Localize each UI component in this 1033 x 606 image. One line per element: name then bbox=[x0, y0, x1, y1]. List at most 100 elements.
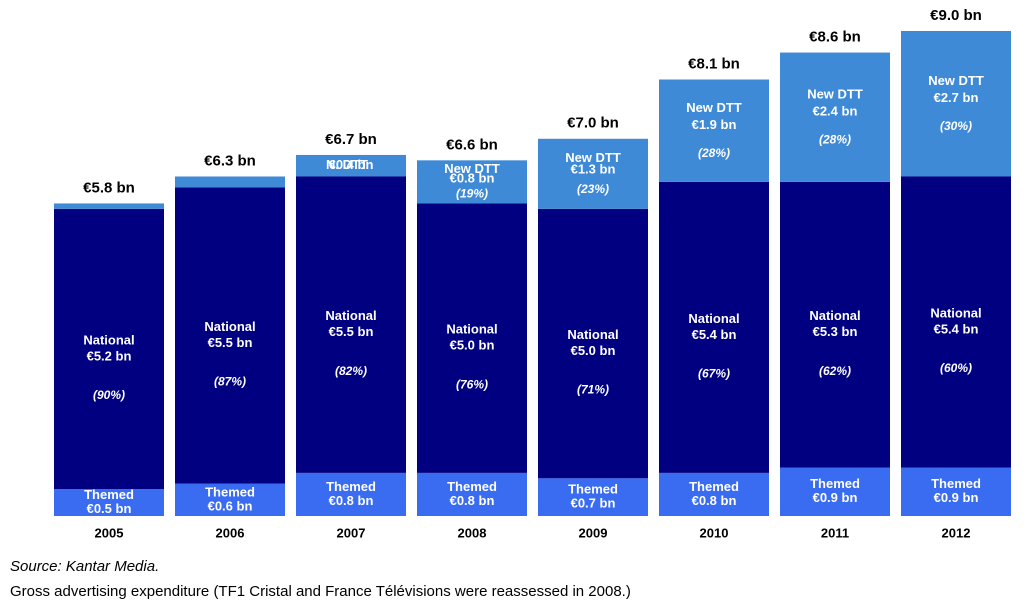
segment-name: Themed bbox=[326, 479, 376, 494]
value-label: €5.5 bn bbox=[208, 335, 253, 350]
bar-segment bbox=[659, 79, 769, 182]
total-label: €6.6 bn bbox=[446, 136, 498, 153]
x-tick-label: 2011 bbox=[821, 525, 849, 540]
bar-segment bbox=[901, 176, 1011, 468]
share-label: (30%) bbox=[940, 119, 972, 133]
segment-name: Themed bbox=[810, 476, 860, 491]
value-label: €2.4 bn bbox=[813, 104, 858, 119]
share-label: (76%) bbox=[456, 377, 488, 391]
bar-segment bbox=[780, 181, 890, 468]
share-label: (67%) bbox=[698, 367, 730, 381]
segment-name: New DTT bbox=[565, 150, 621, 165]
x-tick-label: 2008 bbox=[458, 525, 487, 540]
segment-name: National bbox=[930, 305, 981, 320]
bar-segment bbox=[417, 472, 527, 516]
segment-name: New DTT bbox=[928, 73, 984, 88]
footnote: Gross advertising expenditure (TF1 Crist… bbox=[10, 583, 631, 600]
value-label: €0.5 bn bbox=[87, 501, 132, 516]
share-label: (82%) bbox=[335, 364, 367, 378]
segment-name: National bbox=[204, 319, 255, 334]
x-tick-label: 2005 bbox=[95, 525, 124, 540]
total-label: €7.0 bn bbox=[567, 115, 619, 132]
value-label: €0.7 bn bbox=[571, 496, 616, 511]
value-label: €5.4 bn bbox=[934, 321, 979, 336]
bar-segment bbox=[901, 31, 1011, 177]
share-label: (71%) bbox=[577, 383, 609, 397]
bar-segment bbox=[659, 181, 769, 473]
value-label: €0.8 bn bbox=[450, 171, 495, 186]
total-label: €6.7 bn bbox=[325, 131, 377, 148]
value-label: €2.7 bn bbox=[934, 90, 979, 105]
segment-name: National bbox=[567, 327, 618, 342]
value-label: €5.5 bn bbox=[329, 324, 374, 339]
x-tick-label: 2010 bbox=[700, 525, 729, 540]
value-label: €0.4 bn bbox=[329, 157, 374, 172]
value-label: €5.3 bn bbox=[813, 324, 858, 339]
share-label: (60%) bbox=[940, 361, 972, 375]
share-label: (19%) bbox=[456, 187, 488, 201]
segment-name: National bbox=[83, 332, 134, 347]
value-label: €1.9 bn bbox=[692, 117, 737, 132]
segment-name: N. DTT bbox=[326, 157, 368, 172]
value-label: €0.9 bn bbox=[813, 490, 858, 505]
x-tick-label: 2007 bbox=[337, 525, 366, 540]
segment-name: New DTT bbox=[444, 161, 500, 176]
bar-segment bbox=[54, 208, 164, 490]
bar-segment bbox=[780, 467, 890, 516]
share-label: (62%) bbox=[819, 364, 851, 378]
value-label: €5.4 bn bbox=[692, 327, 737, 342]
share-label: (87%) bbox=[214, 375, 246, 389]
segment-name: National bbox=[446, 322, 497, 337]
value-label: €0.6 bn bbox=[208, 498, 253, 513]
value-label: €0.8 bn bbox=[692, 493, 737, 508]
total-label: €9.0 bn bbox=[930, 7, 982, 24]
bar-segment bbox=[538, 138, 648, 209]
bar-segment bbox=[175, 187, 285, 484]
share-label: (28%) bbox=[698, 146, 730, 160]
value-label: €1.3 bn bbox=[571, 162, 616, 177]
segment-name: Themed bbox=[84, 487, 134, 502]
value-label: €0.8 bn bbox=[450, 493, 495, 508]
segment-name: New DTT bbox=[807, 87, 863, 102]
share-label: (23%) bbox=[577, 182, 609, 196]
source-note: Source: Kantar Media. bbox=[10, 558, 159, 575]
value-label: €5.2 bn bbox=[87, 348, 132, 363]
segment-name: New DTT bbox=[686, 100, 742, 115]
x-tick-label: 2009 bbox=[579, 525, 608, 540]
segment-name: National bbox=[688, 311, 739, 326]
share-label: (90%) bbox=[93, 388, 125, 402]
total-label: €8.1 bn bbox=[688, 55, 740, 72]
segment-name: Themed bbox=[447, 479, 497, 494]
bar-segment bbox=[780, 52, 890, 182]
segment-name: Themed bbox=[568, 482, 618, 497]
total-label: €6.3 bn bbox=[204, 152, 256, 169]
segment-name: Themed bbox=[931, 476, 981, 491]
bar-segment bbox=[901, 467, 1011, 516]
bar-segment bbox=[417, 160, 527, 204]
segment-name: Themed bbox=[689, 479, 739, 494]
bar-segment bbox=[296, 154, 406, 177]
bar-segment bbox=[538, 208, 648, 479]
x-tick-label: 2006 bbox=[216, 525, 245, 540]
share-label: (28%) bbox=[819, 132, 851, 146]
value-label: €5.0 bn bbox=[450, 338, 495, 353]
x-tick-label: 2012 bbox=[942, 525, 971, 540]
bar-segment bbox=[659, 472, 769, 516]
bar-segment bbox=[538, 478, 648, 516]
bar-segment bbox=[54, 203, 164, 209]
total-label: €8.6 bn bbox=[809, 29, 861, 46]
value-label: €0.9 bn bbox=[934, 490, 979, 505]
total-label: €5.8 bn bbox=[83, 179, 135, 196]
bar-segment bbox=[417, 203, 527, 473]
value-label: €5.0 bn bbox=[571, 343, 616, 358]
bar-segment bbox=[296, 472, 406, 516]
bar-segment bbox=[175, 176, 285, 188]
value-label: €0.8 bn bbox=[329, 493, 374, 508]
bar-segment bbox=[54, 489, 164, 516]
bar-segment bbox=[175, 483, 285, 516]
segment-name: National bbox=[325, 308, 376, 323]
bar-segment bbox=[296, 176, 406, 473]
segment-name: National bbox=[809, 308, 860, 323]
segment-name: Themed bbox=[205, 484, 255, 499]
